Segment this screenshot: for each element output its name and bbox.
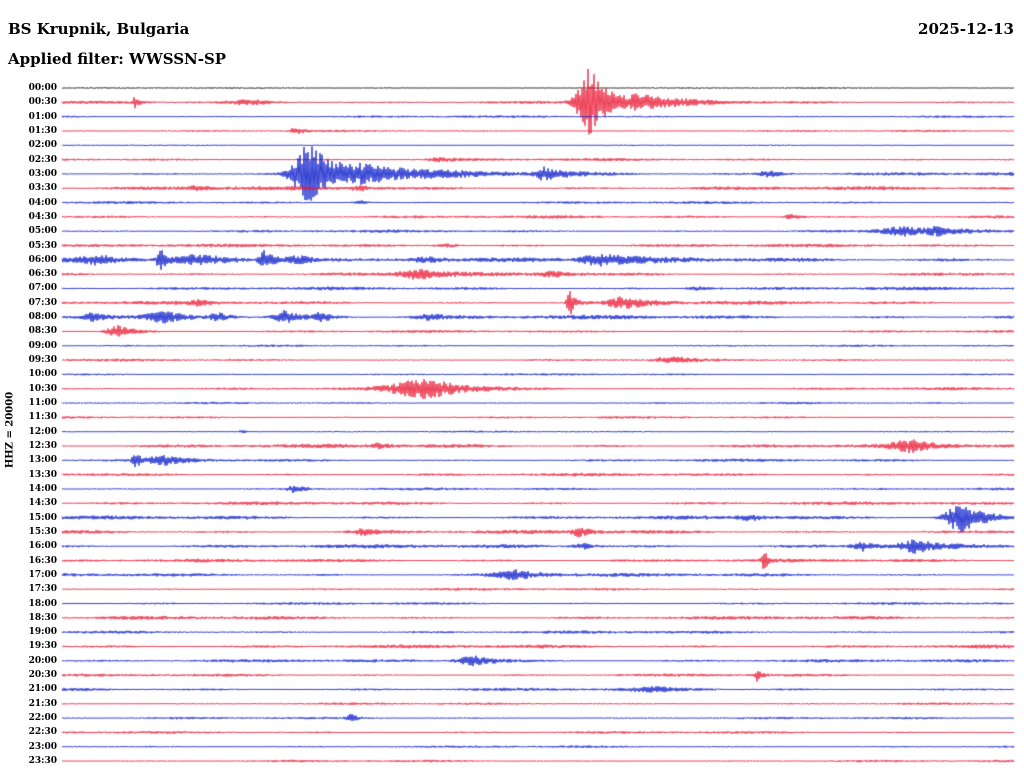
time-label-01:30: 01:30 — [28, 125, 57, 136]
time-label-18:00: 18:00 — [28, 598, 57, 609]
time-label-02:30: 02:30 — [28, 154, 57, 165]
time-label-19:30: 19:30 — [28, 641, 57, 652]
time-label-22:00: 22:00 — [28, 713, 57, 724]
time-label-15:00: 15:00 — [28, 512, 57, 523]
time-label-10:30: 10:30 — [28, 383, 57, 394]
time-label-00:00: 00:00 — [28, 83, 57, 93]
time-label-13:00: 13:00 — [28, 455, 57, 466]
time-label-20:30: 20:30 — [28, 670, 57, 681]
time-label-09:30: 09:30 — [28, 355, 57, 366]
time-label-00:30: 00:30 — [28, 97, 57, 108]
time-label-12:30: 12:30 — [28, 441, 57, 451]
time-label-01:00: 01:00 — [28, 111, 57, 122]
time-label-07:00: 07:00 — [28, 283, 57, 294]
time-label-11:30: 11:30 — [28, 412, 57, 423]
time-label-23:30: 23:30 — [28, 756, 57, 767]
time-label-21:30: 21:30 — [28, 698, 57, 709]
time-label-04:30: 04:30 — [28, 211, 57, 222]
time-label-05:00: 05:00 — [28, 226, 57, 237]
time-label-03:00: 03:00 — [28, 168, 57, 179]
time-label-14:30: 14:30 — [28, 498, 57, 509]
time-label-14:00: 14:00 — [28, 483, 57, 494]
time-label-08:00: 08:00 — [28, 312, 57, 323]
time-label-12:00: 12:00 — [28, 426, 57, 437]
time-label-17:00: 17:00 — [28, 569, 57, 580]
time-label-21:00: 21:00 — [28, 684, 57, 695]
time-label-17:30: 17:30 — [28, 584, 57, 595]
time-label-15:30: 15:30 — [28, 526, 57, 537]
time-label-11:00: 11:00 — [28, 398, 57, 409]
time-label-03:30: 03:30 — [28, 183, 57, 194]
time-label-22:30: 22:30 — [28, 727, 57, 738]
date-label: 2025-12-13 — [918, 20, 1014, 38]
time-label-19:00: 19:00 — [28, 627, 57, 638]
time-label-16:30: 16:30 — [28, 555, 57, 566]
time-label-02:00: 02:00 — [28, 140, 57, 151]
station-title: BS Krupnik, Bulgaria — [8, 20, 190, 38]
filter-label: Applied filter: WWSSN-SP — [8, 50, 227, 68]
time-label-04:00: 04:00 — [28, 197, 57, 208]
time-label-09:00: 09:00 — [28, 340, 57, 351]
time-label-23:00: 23:00 — [28, 741, 57, 752]
time-label-05:30: 05:30 — [28, 240, 57, 251]
time-label-07:30: 07:30 — [28, 297, 57, 308]
time-label-06:30: 06:30 — [28, 269, 57, 280]
time-label-08:30: 08:30 — [28, 326, 57, 337]
time-label-06:00: 06:00 — [28, 254, 57, 265]
time-label-16:00: 16:00 — [28, 541, 57, 552]
time-label-20:00: 20:00 — [28, 655, 57, 666]
time-label-18:30: 18:30 — [28, 612, 57, 623]
time-label-10:00: 10:00 — [28, 369, 57, 380]
time-label-13:30: 13:30 — [28, 469, 57, 480]
